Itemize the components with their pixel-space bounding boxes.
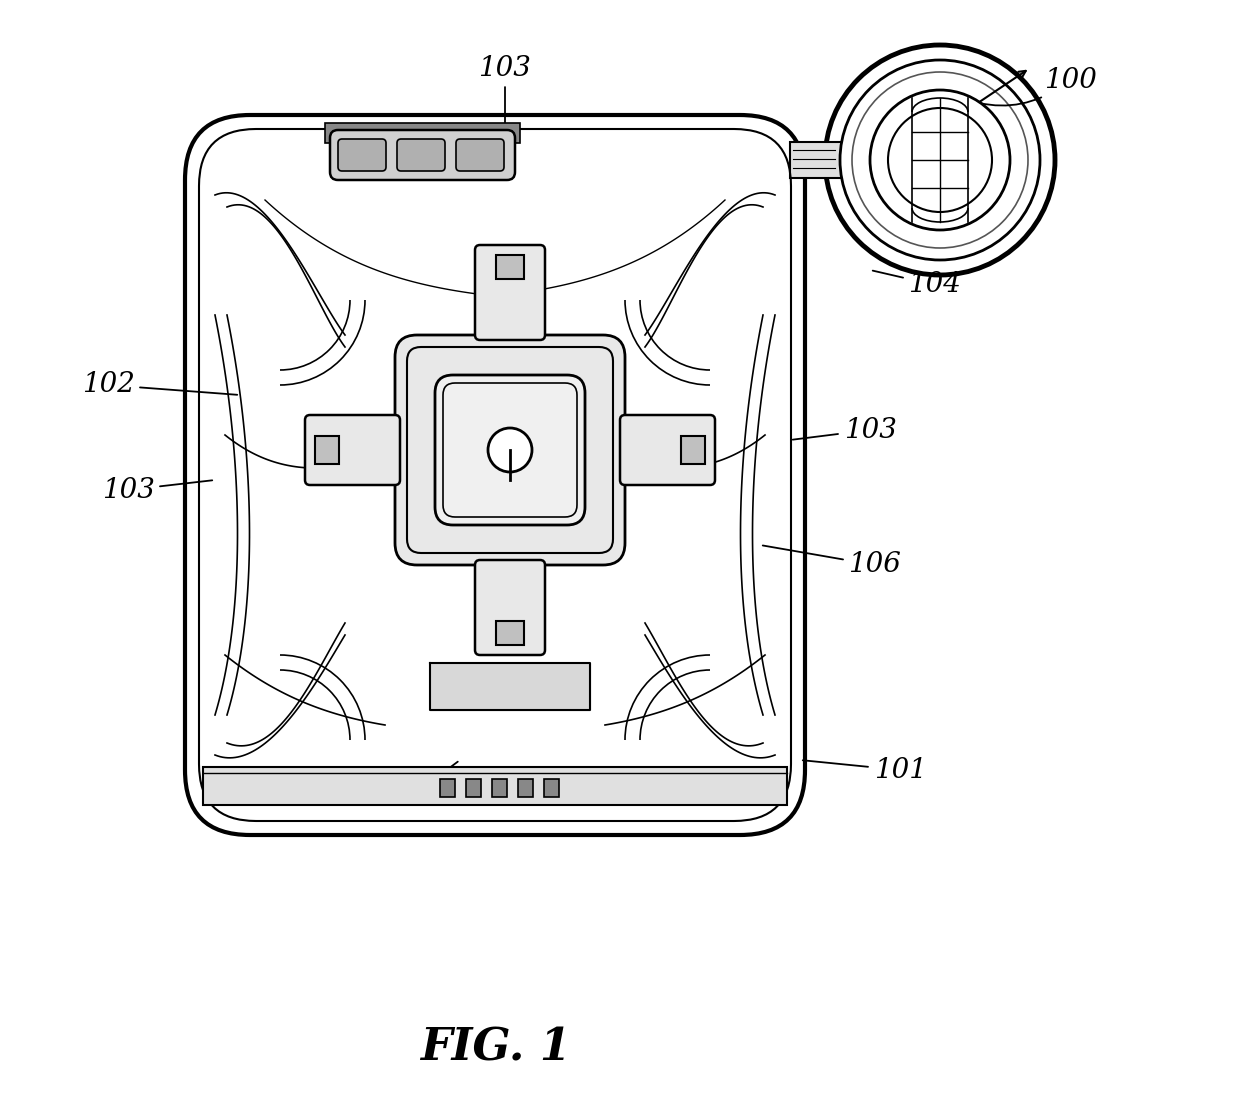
Text: 103: 103 bbox=[393, 762, 458, 803]
Bar bbox=[325, 124, 520, 143]
Bar bbox=[440, 779, 455, 797]
Circle shape bbox=[888, 108, 992, 212]
Text: 103: 103 bbox=[792, 416, 897, 444]
Bar bbox=[203, 767, 787, 806]
Circle shape bbox=[852, 72, 1028, 248]
Text: 101: 101 bbox=[802, 756, 926, 784]
Circle shape bbox=[870, 90, 1011, 230]
Bar bbox=[496, 621, 525, 645]
Text: 103: 103 bbox=[479, 55, 532, 142]
Bar bbox=[544, 779, 559, 797]
Circle shape bbox=[839, 60, 1040, 260]
Bar bbox=[492, 779, 507, 797]
FancyBboxPatch shape bbox=[330, 130, 515, 180]
Bar bbox=[790, 142, 844, 178]
FancyBboxPatch shape bbox=[185, 115, 805, 835]
FancyBboxPatch shape bbox=[339, 139, 386, 171]
Text: 104: 104 bbox=[873, 271, 961, 298]
Bar bbox=[315, 436, 339, 465]
FancyBboxPatch shape bbox=[475, 560, 546, 655]
FancyBboxPatch shape bbox=[396, 334, 625, 565]
FancyBboxPatch shape bbox=[305, 415, 401, 485]
Bar bbox=[466, 779, 481, 797]
FancyBboxPatch shape bbox=[475, 245, 546, 340]
Circle shape bbox=[825, 45, 1055, 275]
Text: 103: 103 bbox=[102, 477, 212, 504]
FancyBboxPatch shape bbox=[456, 139, 503, 171]
Text: 102: 102 bbox=[82, 372, 237, 399]
Text: 106: 106 bbox=[763, 545, 901, 578]
Text: FIG. 1: FIG. 1 bbox=[419, 1026, 570, 1069]
Circle shape bbox=[489, 428, 532, 472]
Bar bbox=[496, 255, 525, 279]
FancyBboxPatch shape bbox=[435, 375, 585, 525]
FancyBboxPatch shape bbox=[397, 139, 445, 171]
Polygon shape bbox=[430, 663, 590, 710]
Text: 100: 100 bbox=[957, 67, 1096, 106]
Bar bbox=[518, 779, 533, 797]
FancyBboxPatch shape bbox=[620, 415, 715, 485]
Bar bbox=[681, 436, 706, 465]
